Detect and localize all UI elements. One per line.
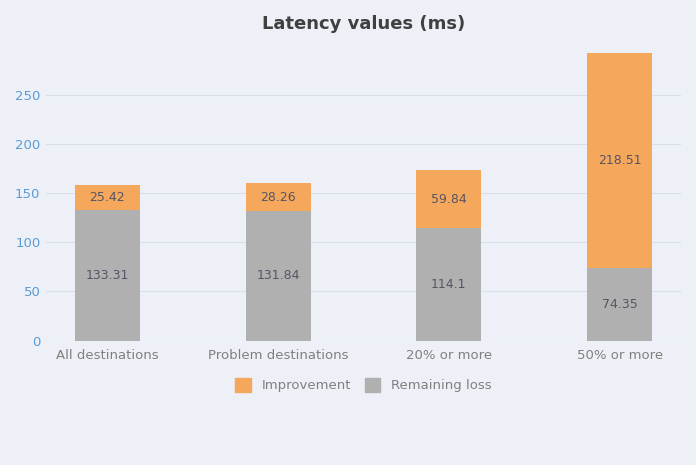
Bar (416, 170, 482, 228)
Text: 59.84: 59.84 (431, 193, 467, 206)
Bar (74, 185, 140, 210)
Title: Latency values (ms): Latency values (ms) (262, 15, 465, 33)
Text: 131.84: 131.84 (256, 269, 300, 282)
Text: 74.35: 74.35 (602, 298, 638, 311)
Text: 25.42: 25.42 (90, 191, 125, 204)
Legend: Improvement, Remaining loss: Improvement, Remaining loss (229, 372, 498, 399)
Text: 114.1: 114.1 (431, 278, 466, 291)
Bar (246, 183, 310, 211)
Bar (74, 210, 140, 341)
Bar (587, 267, 652, 341)
Text: 218.51: 218.51 (598, 153, 642, 166)
Bar (416, 228, 482, 341)
Bar (587, 53, 652, 267)
Text: 28.26: 28.26 (260, 191, 296, 204)
Bar (246, 211, 310, 341)
Text: 133.31: 133.31 (86, 269, 129, 282)
